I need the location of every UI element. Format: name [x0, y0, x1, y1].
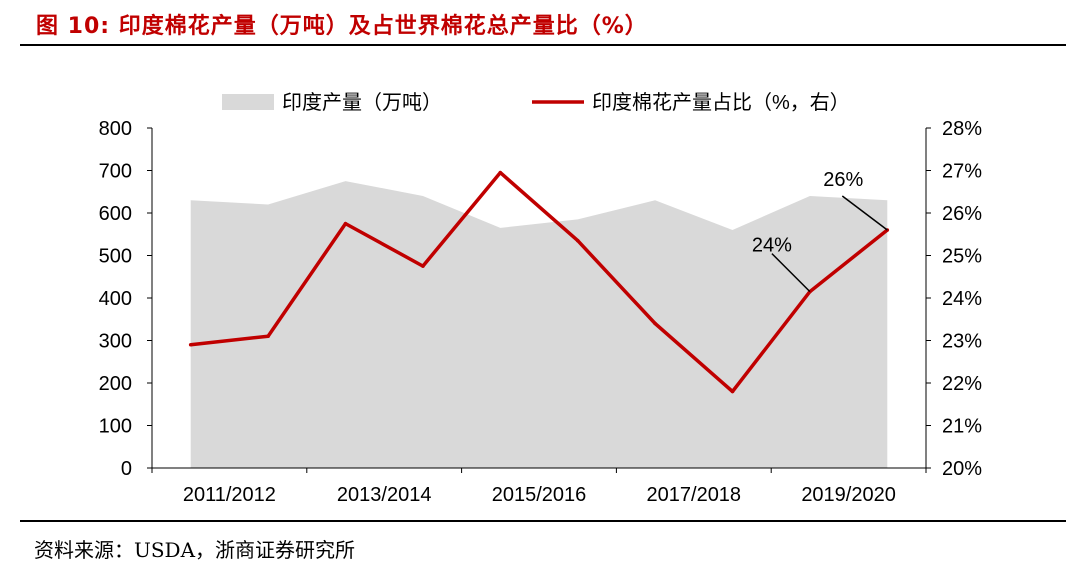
left-axis-tick-label: 300 [99, 331, 132, 353]
left-axis-tick-label: 700 [99, 161, 132, 183]
line-point [266, 334, 270, 339]
right-axis-tick-label: 20% [942, 458, 982, 480]
line-point [421, 264, 425, 268]
x-axis-tick-label: 2013/2014 [337, 484, 432, 506]
line-point [575, 238, 580, 243]
left-axis-tick-label: 800 [99, 118, 132, 140]
title-rule [20, 44, 1066, 46]
legend-label-line: 印度棉花产量占比（%，右） [592, 91, 850, 114]
area-series-production [190, 181, 888, 468]
right-axis-tick-label: 25% [942, 246, 982, 268]
legend-swatch-area [222, 94, 274, 110]
source-note: 资料来源：USDA，浙商证券研究所 [34, 538, 356, 562]
line-point [498, 170, 503, 175]
x-axis-tick-label: 2019/2020 [801, 484, 896, 506]
india-cotton-chart: 0 100 200 300 400 500 600 700 800 20% 21% 22% 23% 24%… [99, 91, 983, 506]
annotation-leader [771, 253, 811, 293]
x-axis-tick-label: 2015/2016 [492, 484, 587, 506]
line-point [653, 321, 657, 326]
annotation-label: 24% [752, 235, 792, 257]
annotation-leader [841, 195, 888, 231]
right-axis-tick-label: 28% [942, 118, 982, 140]
right-axis-tick-label: 27% [942, 161, 982, 183]
left-axis-tick-label: 200 [99, 373, 132, 395]
left-axis-tick-label: 400 [99, 288, 132, 310]
left-axis-tick-label: 100 [99, 416, 132, 438]
right-axis-tick-label: 24% [942, 288, 982, 310]
right-axis-tick-label: 26% [942, 203, 982, 225]
right-axis-tick-label: 23% [942, 331, 982, 353]
line-series-share [190, 170, 889, 394]
line-point [730, 389, 735, 394]
right-axis-tick-label: 22% [942, 373, 982, 395]
source-rule [20, 520, 1066, 522]
left-axis-tick-label: 0 [121, 458, 132, 480]
line-point [343, 221, 348, 226]
left-axis-tick-label: 600 [99, 203, 132, 225]
x-axis-tick-label: 2017/2018 [647, 484, 742, 506]
legend-label-area: 印度产量（万吨） [282, 91, 442, 114]
right-axis-tick-label: 21% [942, 416, 982, 438]
x-axis-tick-label: 2011/2012 [183, 484, 276, 506]
left-axis-tick-label: 500 [99, 246, 132, 268]
figure-title: 图 10: 印度棉花产量（万吨）及占世界棉花总产量比（%） [36, 14, 648, 39]
annotation-label: 26% [823, 169, 863, 191]
line-point [188, 342, 193, 347]
